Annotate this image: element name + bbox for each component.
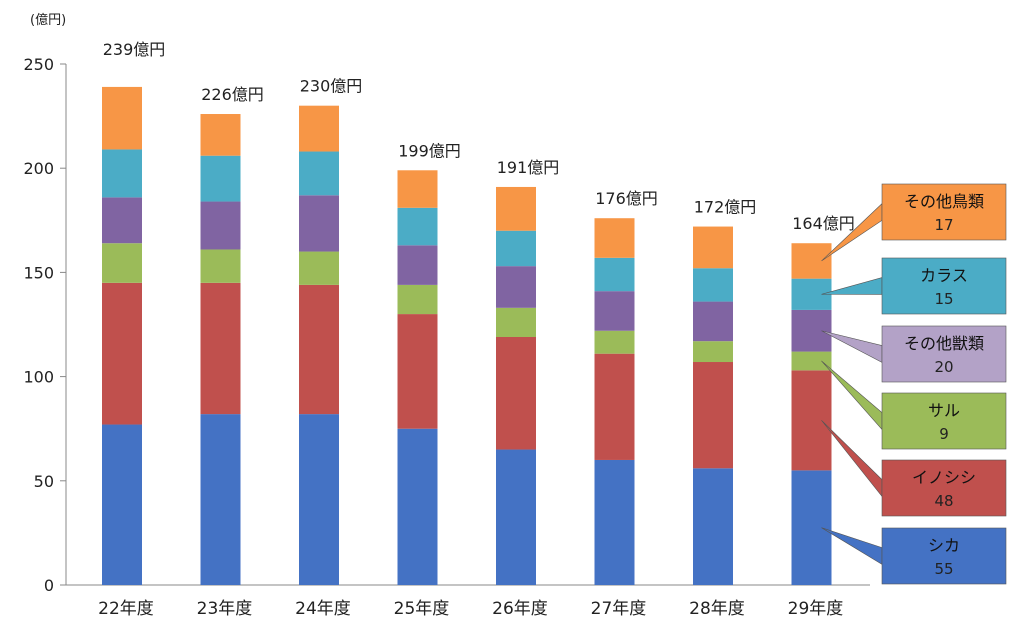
x-tick-label: 27年度: [591, 599, 647, 619]
bars-group: [102, 86, 832, 585]
callout-box: [881, 183, 1007, 241]
callout-name: サル: [928, 401, 960, 420]
bar-segment-5: [496, 230, 536, 267]
bar-segment-3: [594, 330, 635, 354]
bar-segment-4: [496, 266, 536, 308]
bar-total-label: 230億円: [300, 77, 363, 96]
callout-box: [881, 325, 1007, 383]
bar-segment-5: [200, 155, 241, 202]
x-tick-label: 25年度: [394, 599, 450, 619]
bar-total-label: 199億円: [398, 141, 461, 160]
callout-value: 9: [939, 425, 949, 443]
bar-segment-3: [791, 351, 832, 371]
bar-segment-3: [200, 249, 241, 283]
bar-segment-1: [299, 414, 339, 585]
callout-box: [881, 459, 1007, 517]
bar-segment-5: [102, 149, 142, 198]
x-tick-label: 22年度: [98, 599, 154, 619]
bar-segment-2: [397, 314, 438, 429]
callout-name: イノシシ: [912, 468, 976, 487]
callout-value: 55: [934, 560, 953, 578]
y-axis: 0 50 100 150 200 250 (億円): [23, 12, 870, 595]
bar-segment-2: [496, 337, 536, 450]
bar-segment-3: [496, 307, 536, 338]
bar-segment-6: [496, 186, 536, 231]
bar-segment-1: [594, 459, 635, 585]
callout-name: その他獣類: [904, 334, 984, 353]
bar-segment-1: [102, 424, 142, 585]
callout-value: 15: [934, 290, 953, 308]
bar-segment-5: [594, 257, 635, 292]
bar-segment-1: [791, 470, 832, 585]
callout-name: カラス: [920, 266, 968, 285]
y-tick-label: 250: [23, 55, 54, 74]
bar-total-label: 176億円: [595, 189, 658, 208]
bar-segment-5: [397, 207, 438, 246]
callout-value: 48: [934, 492, 953, 510]
bar-segment-4: [594, 291, 635, 331]
y-tick-label: 200: [23, 159, 54, 178]
bar-segment-6: [594, 218, 635, 258]
callout-value: 17: [934, 216, 953, 234]
callout-name: その他鳥類: [904, 192, 984, 211]
bar-segment-6: [791, 243, 832, 279]
bar-segment-2: [200, 282, 241, 415]
bar-segment-6: [299, 105, 339, 152]
x-tick-label: 23年度: [197, 599, 253, 619]
bar-total-label: 172億円: [694, 198, 757, 217]
bar-segment-5: [299, 151, 339, 196]
bar-segment-6: [102, 86, 142, 150]
bar-segment-6: [200, 114, 241, 156]
bar-total-label: 226億円: [201, 85, 264, 104]
bar-segment-4: [102, 197, 142, 244]
y-tick-label: 0: [44, 576, 54, 595]
x-tick-label: 26年度: [492, 599, 548, 619]
callout-box: [881, 392, 1007, 450]
bar-segment-2: [102, 282, 142, 425]
y-tick-label: 100: [23, 368, 54, 387]
bar-segment-2: [693, 362, 733, 469]
bar-segment-4: [299, 195, 339, 252]
bar-total-label: 164億円: [792, 214, 855, 233]
bar-segment-3: [299, 251, 339, 285]
bar-segment-6: [397, 170, 438, 208]
bar-segment-1: [397, 428, 438, 585]
bar-segment-3: [102, 243, 142, 283]
bar-total-label: 191億円: [497, 158, 560, 177]
bar-segment-2: [791, 370, 832, 471]
bar-segment-4: [397, 245, 438, 285]
x-tick-label: 24年度: [295, 599, 351, 619]
callout-value: 20: [934, 358, 953, 376]
total-labels: 239億円 226億円 230億円 199億円 191億円 176億円 172億円 164億円: [103, 40, 855, 233]
callout-box: [881, 527, 1007, 585]
bar-segment-1: [200, 414, 241, 585]
bar-segment-3: [397, 284, 438, 315]
x-tick-label: 28年度: [689, 599, 745, 619]
bar-segment-1: [496, 449, 536, 585]
y-tick-label: 50: [34, 472, 54, 491]
bar-segment-4: [791, 309, 832, 352]
callout-name: シカ: [928, 536, 960, 555]
bar-segment-1: [693, 468, 733, 585]
callout-box: [881, 257, 1007, 315]
bar-segment-2: [594, 353, 635, 460]
x-axis: 22年度 23年度 24年度 25年度 26年度 27年度 28年度 29年度: [98, 599, 843, 619]
bar-segment-2: [299, 284, 339, 415]
bar-segment-5: [693, 268, 733, 302]
x-tick-label: 29年度: [788, 599, 844, 619]
y-tick-label: 150: [23, 263, 54, 282]
bar-segment-6: [693, 226, 733, 269]
y-unit-label: (億円): [30, 12, 66, 28]
bar-segment-4: [693, 301, 733, 342]
bar-total-label: 239億円: [103, 40, 166, 59]
bar-segment-3: [693, 341, 733, 363]
callouts-group: その他鳥類 17 カラス 15 その他獣類 20 サル 9 イノシシ 48 シカ 55: [821, 183, 1007, 585]
bar-segment-4: [200, 201, 241, 250]
